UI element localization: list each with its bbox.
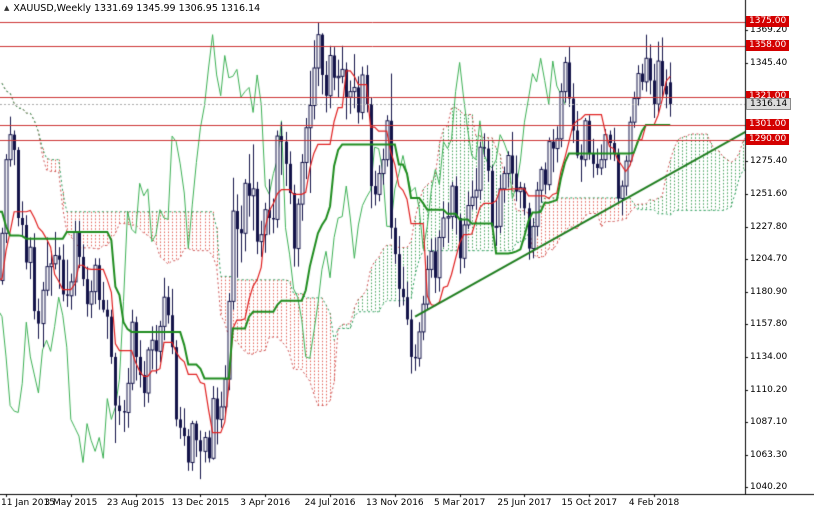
chart-shift-triangle-icon[interactable]: ▲ (4, 4, 10, 12)
symbol-ohlc-label: XAUUSD,Weekly 1331.69 1345.99 1306.95 13… (13, 3, 261, 14)
chart-header: ▲ XAUUSD,Weekly 1331.69 1345.99 1306.95 … (4, 3, 260, 14)
